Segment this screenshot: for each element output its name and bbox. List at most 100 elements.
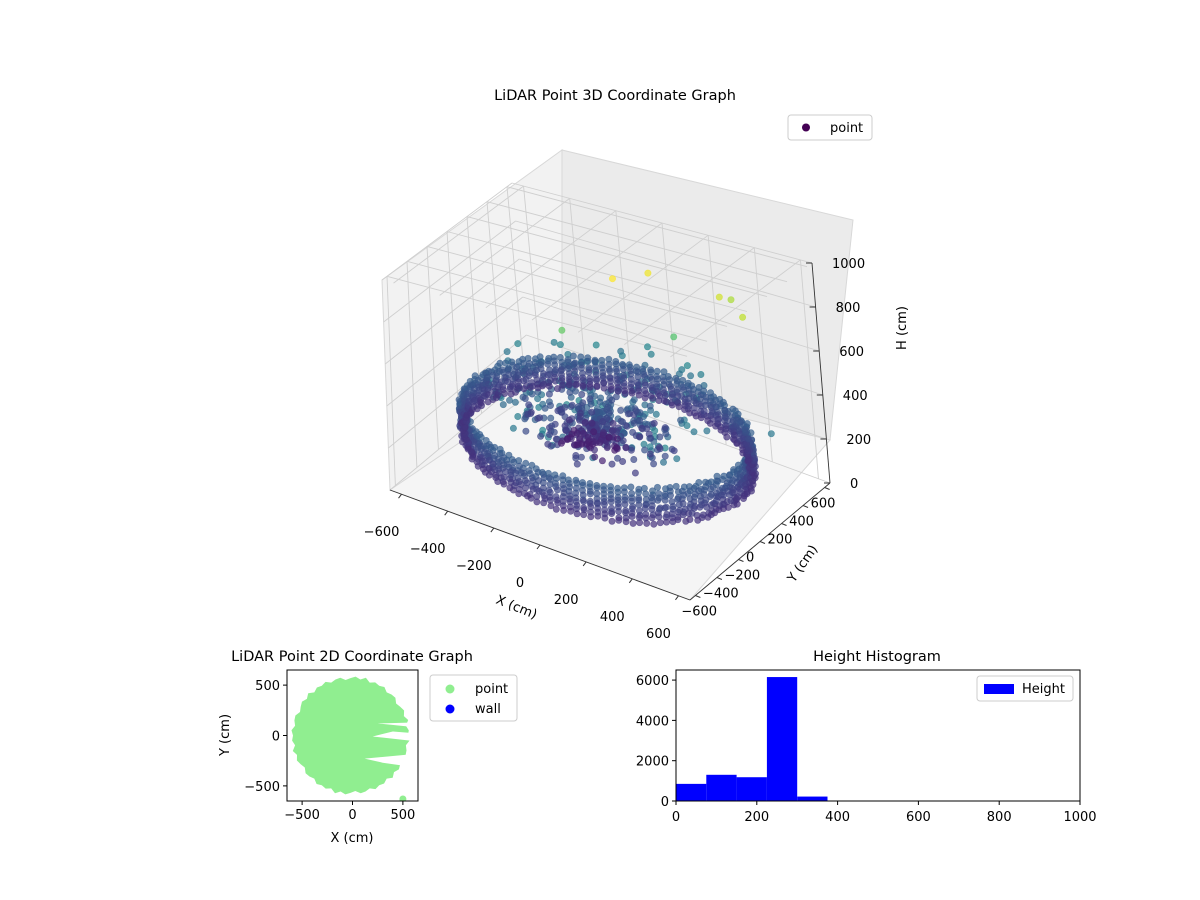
y-tick-3d <box>802 505 809 508</box>
data-point-3d <box>677 416 685 424</box>
plot-histogram: Height Histogram 0 200 400 600 800 1000 0 2000 4… <box>636 649 1097 825</box>
data-point-3d <box>653 367 661 375</box>
data-point-3d <box>564 364 572 372</box>
y-tick-label-histogram: 6000 <box>636 674 669 689</box>
data-point-3d <box>640 484 648 492</box>
gridline-3d <box>515 220 816 308</box>
gridline-3d <box>406 260 708 342</box>
data-point-3d <box>597 394 605 402</box>
data-point-3d <box>666 376 674 384</box>
y-tick-label-3d: −400 <box>703 587 739 602</box>
data-point-3d <box>593 490 601 498</box>
data-point-3d <box>568 401 576 409</box>
legend-histogram: Height <box>976 675 1074 702</box>
data-point-3d <box>655 443 663 451</box>
data-point-3d <box>590 428 598 436</box>
data-point-3d <box>584 357 592 365</box>
x-tick-3d <box>582 561 587 567</box>
legend-3d-label: point <box>830 121 863 136</box>
y-tick-label-histogram: 0 <box>661 795 669 810</box>
data-point-3d <box>477 399 485 407</box>
legend-point-label: point <box>475 682 508 697</box>
data-point-3d <box>523 479 531 487</box>
data-point-3d <box>606 367 614 375</box>
data-point-3d <box>673 455 681 463</box>
data-point-3d <box>613 367 621 375</box>
data-point-3d <box>586 487 594 495</box>
y-axis-label-3d: Y (cm) <box>784 542 821 586</box>
gridline-3d <box>426 246 439 450</box>
data-point-3d <box>522 459 530 467</box>
histogram-bar <box>676 783 707 801</box>
data-point-3d <box>511 398 519 406</box>
data-point-3d <box>661 424 669 432</box>
data-point-3d <box>670 447 678 455</box>
data-point-3d <box>613 375 621 383</box>
data-point-3d <box>652 410 660 418</box>
grid-3d <box>381 182 831 491</box>
data-point-3d <box>734 410 742 418</box>
data-point-3d <box>703 427 711 435</box>
data-point-3d <box>617 347 625 355</box>
data-point-3d <box>715 293 723 301</box>
data-point-3d <box>561 422 569 430</box>
data-point-3d <box>567 507 575 515</box>
data-point-3d <box>577 364 585 372</box>
data-point-3d <box>485 391 493 399</box>
data-point-3d <box>546 488 554 496</box>
data-point-3d <box>670 333 678 341</box>
data-point-3d <box>509 424 517 432</box>
x-tick-label-2d: 0 <box>348 808 356 823</box>
histogram-bar <box>766 677 798 801</box>
histogram-bar <box>797 796 828 801</box>
data-point-3d <box>619 418 627 426</box>
data-point-3d <box>632 407 640 415</box>
z-tick-label-3d: 600 <box>839 345 864 360</box>
y-tick-label-3d: 200 <box>768 533 793 548</box>
data-point-3d <box>650 419 658 427</box>
y-tick-3d <box>738 559 744 562</box>
data-point-3d <box>592 376 600 384</box>
histogram-bars <box>676 677 1080 801</box>
data-point-3d <box>586 395 594 403</box>
data-point-3d <box>629 519 637 527</box>
data-point-3d <box>636 433 644 441</box>
data-point-3d <box>560 506 568 514</box>
data-point-3d <box>588 419 596 427</box>
data-point-3d <box>643 425 651 433</box>
data-point-3d <box>614 383 622 391</box>
data-point-3d <box>648 494 656 502</box>
axes-3d: −600 −400 −200 0 200 400 600 −600 −400 −200 0 200 40… <box>364 257 872 642</box>
data-point-3d <box>608 460 616 468</box>
data-point-3d <box>700 387 708 395</box>
y-tick-3d <box>781 523 787 526</box>
data-point-3d <box>697 370 705 378</box>
data-point-3d <box>662 518 670 526</box>
data-point-3d <box>679 376 687 384</box>
data-point-3d <box>588 408 596 416</box>
data-point-3d <box>656 433 664 441</box>
data-point-3d <box>521 395 529 403</box>
x-tick-3d <box>675 595 679 601</box>
data-point-3d <box>608 509 616 517</box>
data-point-3d <box>736 418 744 426</box>
y-tick-label-histogram: 4000 <box>636 714 669 729</box>
data-point-3d <box>656 519 664 527</box>
data-point-3d <box>599 429 607 437</box>
data-point-3d <box>489 460 497 468</box>
x-tick-3d <box>444 510 449 516</box>
data-point-3d <box>647 350 655 358</box>
data-point-3d <box>619 457 627 465</box>
data-point-3d <box>669 502 677 510</box>
data-point-3d <box>563 435 571 443</box>
data-point-3d <box>467 448 475 456</box>
data-point-3d <box>714 415 722 423</box>
x-axis-label-2d: X (cm) <box>331 831 374 846</box>
data-point-3d <box>551 377 559 385</box>
data-point-3d <box>628 489 636 497</box>
data-point-3d <box>536 414 544 422</box>
data-point-3d <box>572 381 580 389</box>
data-point-3d <box>585 368 593 376</box>
legend-3d-marker <box>802 123 810 132</box>
